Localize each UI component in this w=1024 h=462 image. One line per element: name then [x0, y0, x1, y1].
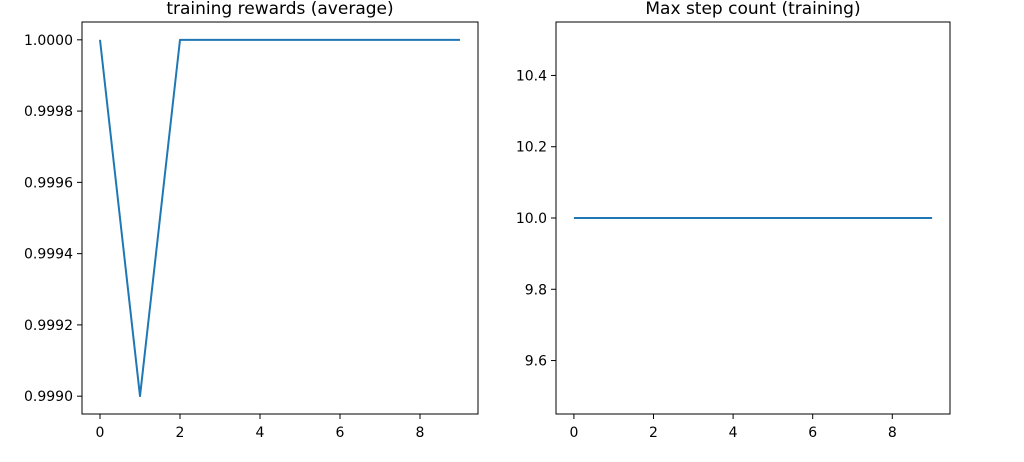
x-tick-label: 4: [256, 425, 265, 441]
x-tick-label: 2: [176, 425, 185, 441]
x-tick-label: 2: [649, 425, 658, 441]
x-tick-label: 8: [888, 425, 897, 441]
y-tick-label: 9.6: [525, 354, 547, 370]
chart-title: Max step count (training): [645, 0, 860, 19]
chart-training-rewards: 0 2 4 6 8 0.9990 0.9992 0.9994 0.9996 0.9998 1.000…: [24, 0, 479, 441]
x-tick-label: 0: [96, 425, 105, 441]
y-tick-label: 10.4: [516, 68, 547, 84]
chart-max-step-count: 0 2 4 6 8 9.6 9.8 10.0 10.2 10.4 Max step count (t…: [516, 0, 951, 441]
y-tick-label: 10.0: [516, 211, 547, 227]
x-tick-label: 4: [729, 425, 738, 441]
axes-frame: [81, 21, 479, 415]
x-tick-label: 8: [416, 425, 425, 441]
y-tick-label: 1.0000: [24, 33, 73, 49]
y-tick-label: 0.9992: [24, 318, 73, 334]
x-tick-label: 6: [808, 425, 817, 441]
chart-title: training rewards (average): [166, 0, 393, 19]
series-line-0: [99, 38, 460, 398]
y-tick-label: 0.9996: [24, 175, 73, 191]
y-tick-label: 9.8: [525, 282, 547, 298]
x-tick-label: 0: [569, 425, 578, 441]
y-tick-label: 0.9994: [24, 247, 73, 263]
y-tick-label: 0.9990: [24, 389, 73, 405]
y-tick-label: 10.2: [516, 140, 547, 156]
x-tick-label: 6: [336, 425, 345, 441]
y-tick-label: 0.9998: [24, 104, 73, 120]
